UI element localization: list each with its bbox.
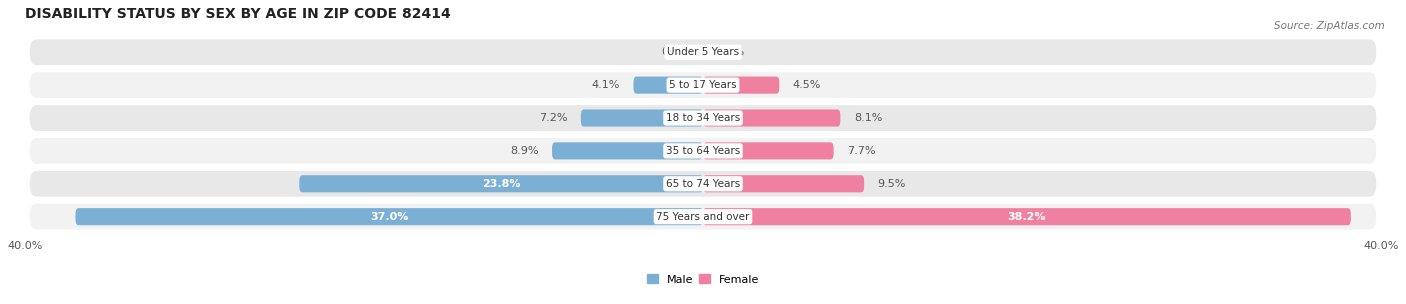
FancyBboxPatch shape [581, 109, 703, 126]
FancyBboxPatch shape [703, 175, 865, 192]
Text: 9.5%: 9.5% [877, 179, 905, 189]
Text: 4.5%: 4.5% [793, 80, 821, 90]
Text: Under 5 Years: Under 5 Years [666, 47, 740, 57]
FancyBboxPatch shape [703, 77, 779, 94]
Text: 35 to 64 Years: 35 to 64 Years [666, 146, 740, 156]
FancyBboxPatch shape [30, 138, 1376, 164]
Text: 65 to 74 Years: 65 to 74 Years [666, 179, 740, 189]
FancyBboxPatch shape [703, 109, 841, 126]
Text: 37.0%: 37.0% [370, 212, 408, 222]
Legend: Male, Female: Male, Female [643, 270, 763, 289]
Text: 38.2%: 38.2% [1008, 212, 1046, 222]
FancyBboxPatch shape [634, 77, 703, 94]
Text: 75 Years and over: 75 Years and over [657, 212, 749, 222]
Text: 7.7%: 7.7% [848, 146, 876, 156]
FancyBboxPatch shape [703, 208, 1351, 225]
Text: 18 to 34 Years: 18 to 34 Years [666, 113, 740, 123]
Text: 23.8%: 23.8% [482, 179, 520, 189]
Text: 4.1%: 4.1% [592, 80, 620, 90]
FancyBboxPatch shape [76, 208, 703, 225]
FancyBboxPatch shape [299, 175, 703, 192]
FancyBboxPatch shape [553, 142, 703, 159]
Text: 0.0%: 0.0% [717, 47, 745, 57]
Text: 5 to 17 Years: 5 to 17 Years [669, 80, 737, 90]
Text: Source: ZipAtlas.com: Source: ZipAtlas.com [1274, 21, 1385, 31]
Text: 8.1%: 8.1% [853, 113, 883, 123]
FancyBboxPatch shape [30, 40, 1376, 65]
Text: 0.0%: 0.0% [661, 47, 689, 57]
FancyBboxPatch shape [30, 72, 1376, 98]
Text: DISABILITY STATUS BY SEX BY AGE IN ZIP CODE 82414: DISABILITY STATUS BY SEX BY AGE IN ZIP C… [25, 7, 450, 21]
FancyBboxPatch shape [703, 142, 834, 159]
Text: 7.2%: 7.2% [538, 113, 568, 123]
FancyBboxPatch shape [30, 204, 1376, 230]
FancyBboxPatch shape [30, 171, 1376, 197]
FancyBboxPatch shape [30, 105, 1376, 131]
Text: 8.9%: 8.9% [510, 146, 538, 156]
